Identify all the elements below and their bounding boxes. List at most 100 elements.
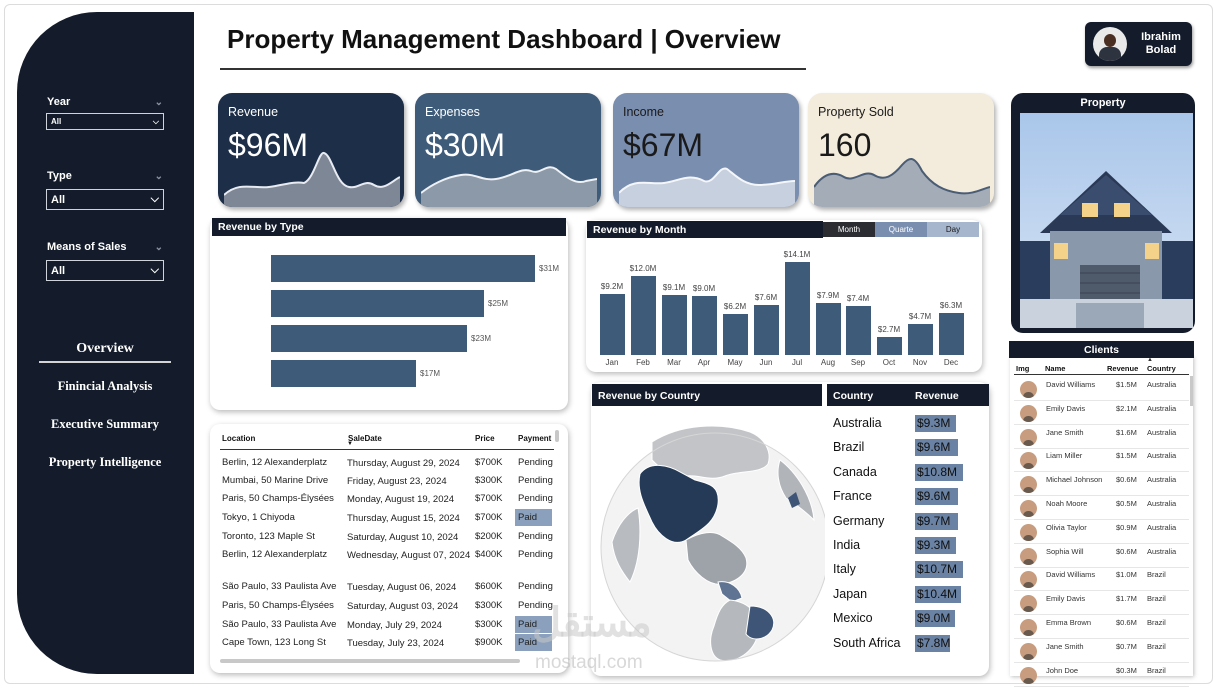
bar[interactable] [692,296,717,355]
x-tick-label: Dec [943,358,959,367]
chevron-down-icon[interactable]: ⌄ [154,96,163,108]
bar[interactable] [271,290,484,317]
bar[interactable] [723,314,748,355]
cell-location: Mumbai, 50 Marine Drive [222,475,329,486]
clients-col-img[interactable]: Img [1016,364,1030,373]
clients-title: Clients [1009,341,1194,358]
chevron-down-icon: ⌵ [150,193,159,205]
horizontal-scrollbar[interactable] [220,659,520,663]
bar[interactable] [877,337,902,355]
cell-location: Berlin, 12 Alexanderplatz [222,457,328,468]
paid-highlight [515,616,552,633]
revenue-by-type-title: Revenue by Type [212,218,566,236]
kpi-value: $96M [228,127,309,163]
client-country: Australia [1147,522,1177,532]
col-header-saledate[interactable]: SaleDate [348,434,382,443]
chevron-down-icon[interactable]: ⌄ [154,241,163,253]
bar[interactable] [271,325,467,352]
bar[interactable] [662,295,687,355]
toggle-day[interactable]: Day [927,222,979,237]
sort-desc-icon[interactable]: ▼ [347,441,353,447]
row-divider [1014,400,1189,401]
country-revenue-bar: $9.3M [915,415,956,432]
x-tick-label: Feb [636,358,650,367]
x-tick-label: Jul [791,358,803,367]
client-revenue: $0.6M [1116,546,1137,556]
nav-executive-summary[interactable]: Executive Summary [51,417,159,431]
client-name: Jane Smith [1046,427,1084,437]
toggle-month[interactable]: Month [823,222,875,237]
bar[interactable] [908,324,933,355]
cell-payment: Pending [518,493,553,504]
cell-location: Cape Town, 123 Long St [222,637,326,648]
country-name: Canada [833,464,877,479]
country-name: Germany [833,513,885,528]
client-name: John Doe [1046,665,1079,675]
clients-col-name[interactable]: Name [1045,364,1066,373]
x-tick-label: Aug [820,358,836,367]
bar[interactable] [816,303,841,355]
avatar [1020,595,1037,613]
clients-col-revenue[interactable]: Revenue [1107,364,1139,373]
client-revenue: $1.5M [1116,451,1137,461]
chevron-down-icon[interactable]: ⌄ [154,170,163,182]
country-name: France [833,489,872,504]
x-tick-label: Oct [882,358,896,367]
filter-means-select[interactable]: All ⌵ [46,260,164,281]
bar[interactable] [631,276,656,355]
avatar [1020,571,1037,589]
x-tick-label: Apr [697,358,711,367]
bar[interactable] [785,262,810,355]
page-title: Property Management Dashboard | Overview [227,24,781,54]
col-header-location[interactable]: Location [222,434,256,443]
filter-label-means-of-sales: Means of Sales ⌄ [47,241,163,253]
clients-col-country[interactable]: Country [1147,364,1176,373]
data-label: $14.1M [783,250,811,259]
client-country: Australia [1147,380,1177,389]
avatar [1020,642,1037,660]
kpi-sparkline [421,166,597,207]
paid-highlight [515,634,552,651]
cell-payment: Pending [518,600,553,611]
filter-year-select[interactable]: All ⌵ [46,113,164,130]
cell-date: Tuesday, August 06, 2024 [347,582,457,593]
bar[interactable] [754,305,779,355]
bar[interactable] [271,360,416,387]
data-label: $2.7M [877,325,901,334]
nav-property-intelligence[interactable]: Property Intelligence [48,455,162,469]
data-label: $17M [420,369,441,378]
col-header-price[interactable]: Price [475,434,495,443]
col-header-payment[interactable]: Payment [518,434,552,443]
clients-header-line [1014,374,1189,375]
row-divider [1014,471,1189,473]
watermark-logo: مستقل [532,601,652,645]
client-name: Noah Moore [1046,499,1088,508]
client-name: Emily Davis [1046,594,1086,604]
cell-payment: Pending [518,531,553,542]
world-globe-map[interactable] [600,412,825,674]
title-underline [220,68,806,70]
profile-badge[interactable]: Ibrahim Bolad [1085,22,1192,66]
scrollbar[interactable] [555,430,559,442]
clients-scrollbar[interactable] [1190,376,1193,406]
sales-table-card [210,424,568,673]
property-house-image [1020,113,1193,328]
nav-financial-analysis[interactable]: Finincial Analysis [57,379,153,393]
bar[interactable] [939,313,964,355]
filter-label-type: Type ⌄ [47,170,163,182]
client-revenue: $0.3M [1116,665,1137,675]
filter-type-select[interactable]: All ⌵ [46,189,164,210]
kpi-sparkline [814,158,990,207]
bar[interactable] [600,294,625,355]
sort-asc-icon[interactable]: ▲ [1147,357,1153,363]
toggle-quarter[interactable]: Quarte [875,222,927,237]
data-label: $6.3M [939,301,963,310]
bar[interactable] [271,255,535,282]
nav-overview[interactable]: Overview [76,341,134,356]
client-name: Olivia Taylor [1046,522,1087,532]
kpi-property-sold: Property Sold 160 [808,93,994,207]
bar[interactable] [846,306,871,355]
cell-date: Wednesday, August 07, 2024 [347,550,471,561]
dashboard-frame [4,4,1213,684]
cell-location: Paris, 50 Champs-Élysées [222,493,334,504]
